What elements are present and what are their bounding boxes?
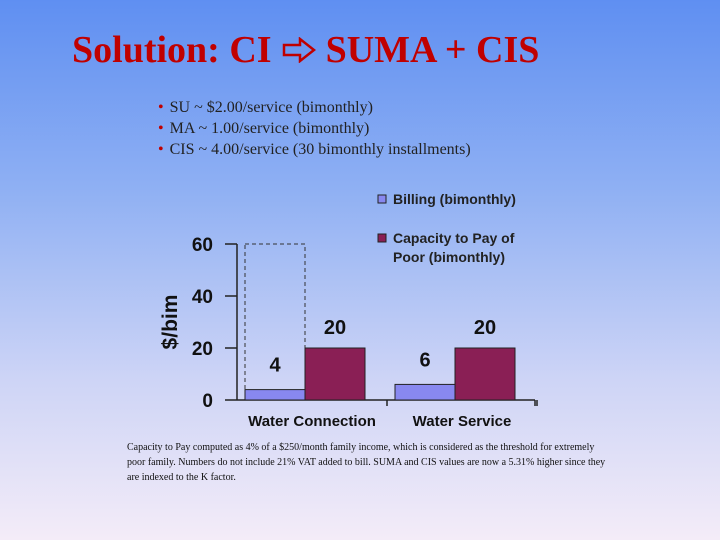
legend-swatch <box>377 233 387 243</box>
slide-title: Solution: CI SUMA + CIS <box>72 28 539 72</box>
data-label: 4 <box>269 355 281 377</box>
bar <box>454 347 516 401</box>
y-tick-label: 60 <box>192 235 213 256</box>
bullet-item: • CIS ~ 4.00/service (30 bimonthly instal… <box>158 141 471 158</box>
legend-label: Poor (bimonthly) <box>393 249 505 265</box>
bullet-list: • SU ~ $2.00/service (bimonthly) • MA ~ 1.… <box>158 97 471 160</box>
hollow-right-arrow-icon <box>282 37 316 63</box>
bar <box>304 347 366 401</box>
bullet-item: • MA ~ 1.00/service (bimonthly) <box>158 120 370 137</box>
bullet-item: • SU ~ $2.00/service (bimonthly) <box>158 99 373 116</box>
data-label: 20 <box>324 317 346 339</box>
legend-swatch <box>377 194 387 204</box>
title-left: Solution: CI <box>72 29 272 71</box>
y-tick-label: 0 <box>202 391 213 412</box>
bar <box>244 389 306 401</box>
legend-label: Billing (bimonthly) <box>393 191 516 207</box>
x-tick-label: Water Connection <box>248 413 376 430</box>
bar <box>394 383 456 401</box>
y-tick-label: 20 <box>192 339 213 360</box>
x-tick-label: Water Service <box>413 413 512 430</box>
title-right: SUMA + CIS <box>325 29 540 71</box>
data-label: 6 <box>419 349 430 371</box>
legend-label: Capacity to Pay of <box>393 230 515 246</box>
y-tick-label: 40 <box>192 287 213 308</box>
data-label: 20 <box>474 317 496 339</box>
y-axis-label: $/bim <box>159 295 182 350</box>
footnote: Capacity to Pay computed as 4% of a $250… <box>127 442 606 483</box>
